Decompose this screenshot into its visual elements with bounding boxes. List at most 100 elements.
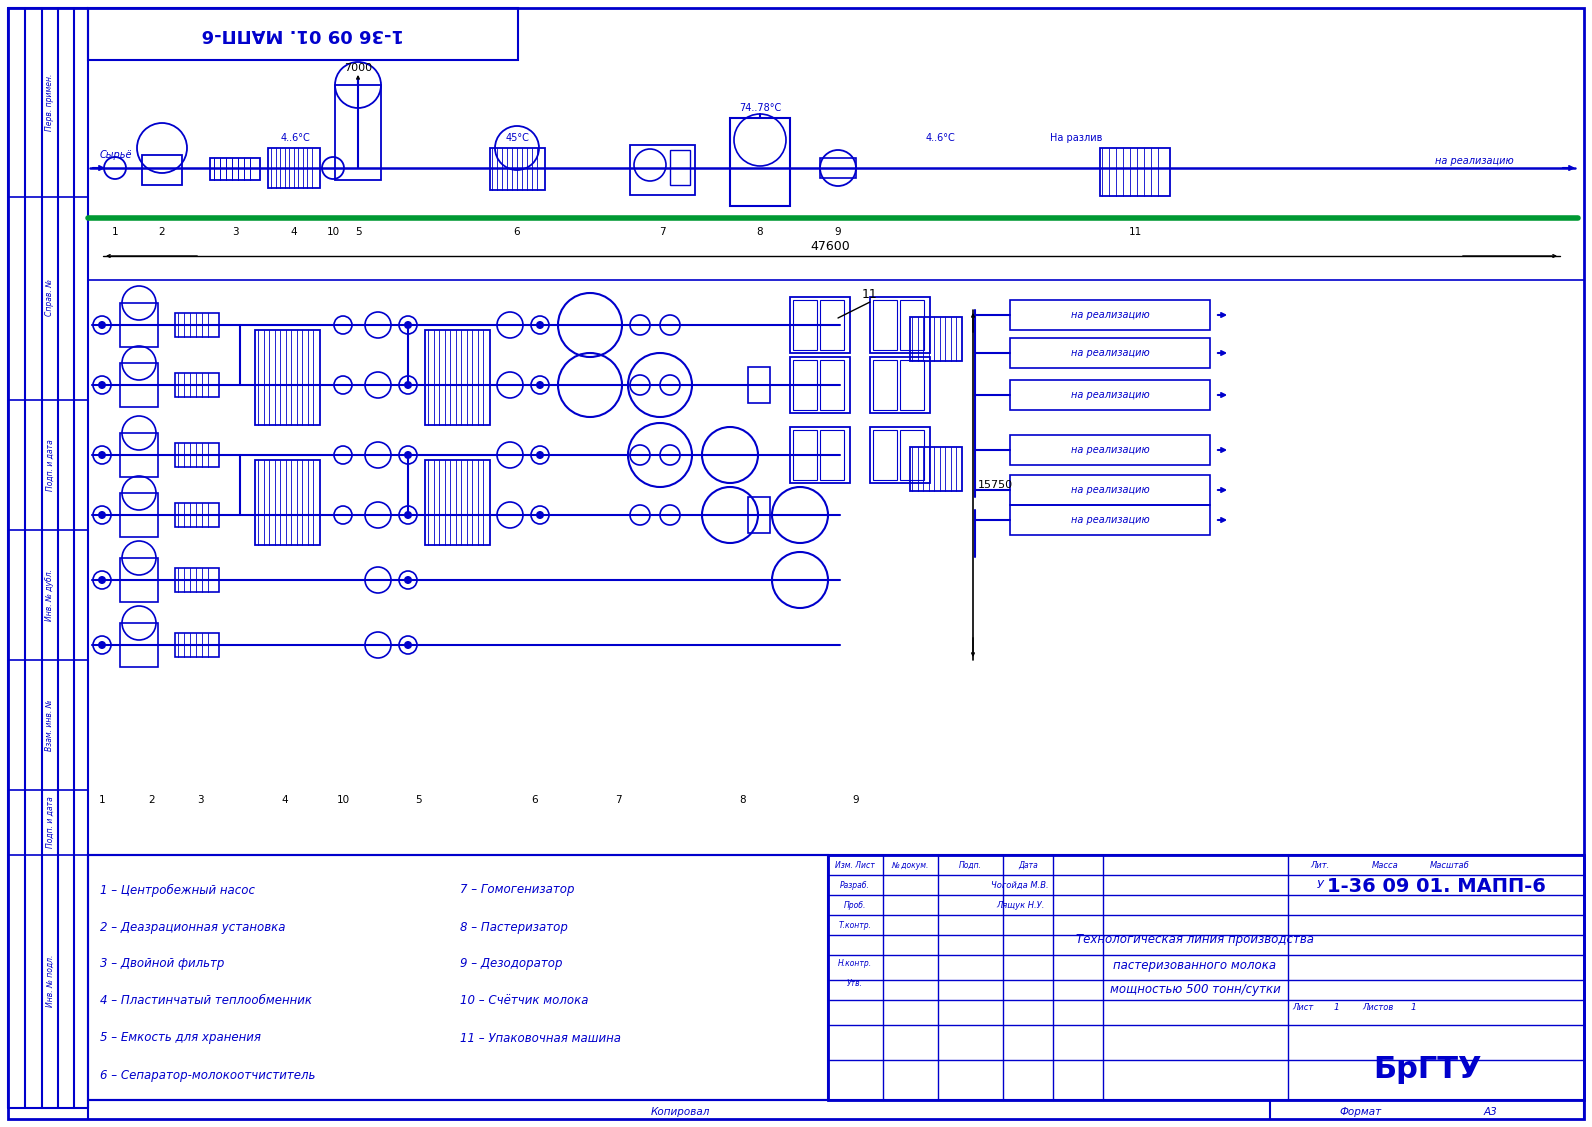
Text: пастеризованного молока: пастеризованного молока (1113, 958, 1277, 971)
Bar (425, 330, 490, 425)
Bar (88, 8, 517, 60)
Bar (334, 85, 380, 180)
Bar (828, 855, 1584, 1100)
Text: Чогойда М.В.: Чогойда М.В. (992, 880, 1049, 889)
Text: 2: 2 (159, 227, 166, 237)
Text: 74..78°C: 74..78°C (739, 103, 782, 113)
Circle shape (99, 641, 107, 649)
Text: 7000: 7000 (344, 63, 373, 73)
Text: 11: 11 (863, 289, 877, 302)
Text: 7 – Гомогенизатор: 7 – Гомогенизатор (460, 884, 575, 896)
Bar (748, 367, 771, 403)
Text: Лит.: Лит. (1310, 861, 1329, 870)
Bar (175, 443, 220, 467)
Bar (119, 303, 158, 347)
Text: на реализацию: на реализацию (1071, 485, 1149, 495)
Text: 4..6°C: 4..6°C (280, 133, 310, 143)
Bar (142, 156, 181, 185)
Bar (1100, 148, 1170, 196)
Text: 4 – Пластинчатый теплообменник: 4 – Пластинчатый теплообменник (100, 994, 312, 1008)
Text: 1: 1 (111, 227, 118, 237)
Bar (748, 497, 771, 533)
Text: Масштаб: Масштаб (1430, 861, 1469, 870)
Circle shape (537, 321, 544, 329)
Bar (869, 427, 930, 483)
Text: 3 – Двойной фильтр: 3 – Двойной фильтр (100, 958, 224, 970)
Circle shape (537, 451, 544, 459)
Bar (175, 633, 220, 657)
Text: Т.контр.: Т.контр. (839, 921, 871, 930)
Text: Подп. и дата: Подп. и дата (46, 440, 54, 491)
Circle shape (404, 511, 412, 520)
Text: Разраб.: Разраб. (841, 880, 869, 889)
Text: 1: 1 (99, 795, 105, 805)
Circle shape (537, 381, 544, 389)
Text: Изм. Лист: Изм. Лист (836, 861, 876, 870)
Bar (790, 298, 850, 353)
Circle shape (99, 576, 107, 584)
Text: № докум.: № докум. (892, 861, 928, 870)
Text: на реализацию: на реализацию (1434, 156, 1514, 166)
Bar (119, 558, 158, 602)
Bar (872, 300, 896, 350)
Circle shape (537, 511, 544, 520)
Bar (490, 148, 544, 190)
Text: Н.контр.: Н.контр. (837, 958, 872, 967)
Text: Масса: Масса (1372, 861, 1398, 870)
Text: 2 – Деазрационная установка: 2 – Деазрационная установка (100, 921, 285, 933)
Text: 1: 1 (1411, 1003, 1415, 1012)
Text: 5: 5 (414, 795, 422, 805)
Text: У: У (1317, 880, 1323, 890)
Bar (175, 313, 220, 337)
Bar (1009, 300, 1210, 330)
Bar (1009, 474, 1210, 505)
Text: Лист: Лист (1293, 1003, 1313, 1012)
Circle shape (99, 451, 107, 459)
Text: 10 – Счётчик молока: 10 – Счётчик молока (460, 994, 589, 1008)
Circle shape (404, 576, 412, 584)
Text: 7: 7 (615, 795, 621, 805)
Bar (1009, 338, 1210, 369)
Text: на реализацию: на реализацию (1071, 390, 1149, 400)
Text: на реализацию: на реализацию (1071, 348, 1149, 358)
Text: 47600: 47600 (810, 240, 850, 252)
Bar (119, 492, 158, 536)
Text: Подп.: Подп. (958, 861, 982, 870)
Text: 5: 5 (355, 227, 361, 237)
Text: 9: 9 (853, 795, 860, 805)
Bar (1009, 505, 1210, 535)
Text: Копировал: Копировал (650, 1107, 710, 1117)
Text: 8 – Пастеризатор: 8 – Пастеризатор (460, 921, 568, 933)
Text: Лящук Н.У.: Лящук Н.У. (997, 900, 1044, 909)
Text: Дата: Дата (1019, 861, 1038, 870)
Bar (793, 360, 817, 410)
Bar (255, 460, 320, 545)
Circle shape (99, 381, 107, 389)
Bar (175, 568, 220, 592)
Text: 8: 8 (740, 795, 747, 805)
Bar (175, 373, 220, 397)
Circle shape (404, 451, 412, 459)
Bar (820, 360, 844, 410)
Text: 8: 8 (756, 227, 763, 237)
Text: Технологическая линия производства: Технологическая линия производства (1076, 933, 1313, 947)
Circle shape (404, 641, 412, 649)
Bar (88, 855, 828, 1100)
Text: 3: 3 (197, 795, 204, 805)
Bar (119, 363, 158, 407)
Text: 1 – Центробежный насос: 1 – Центробежный насос (100, 884, 255, 897)
Bar (820, 300, 844, 350)
Bar (790, 357, 850, 412)
Bar (210, 158, 259, 180)
Text: 45°C: 45°C (505, 133, 529, 143)
Text: 2: 2 (148, 795, 156, 805)
Text: 1-36 09 01. МАПП-6: 1-36 09 01. МАПП-6 (1326, 878, 1546, 896)
Circle shape (404, 321, 412, 329)
Circle shape (404, 381, 412, 389)
Text: на реализацию: на реализацию (1071, 445, 1149, 455)
Text: Сырьё: Сырьё (100, 150, 132, 160)
Bar (793, 431, 817, 480)
Text: БрГТУ: БрГТУ (1374, 1056, 1482, 1084)
Bar (869, 298, 930, 353)
Text: Подп. и дата: Подп. и дата (46, 796, 54, 848)
